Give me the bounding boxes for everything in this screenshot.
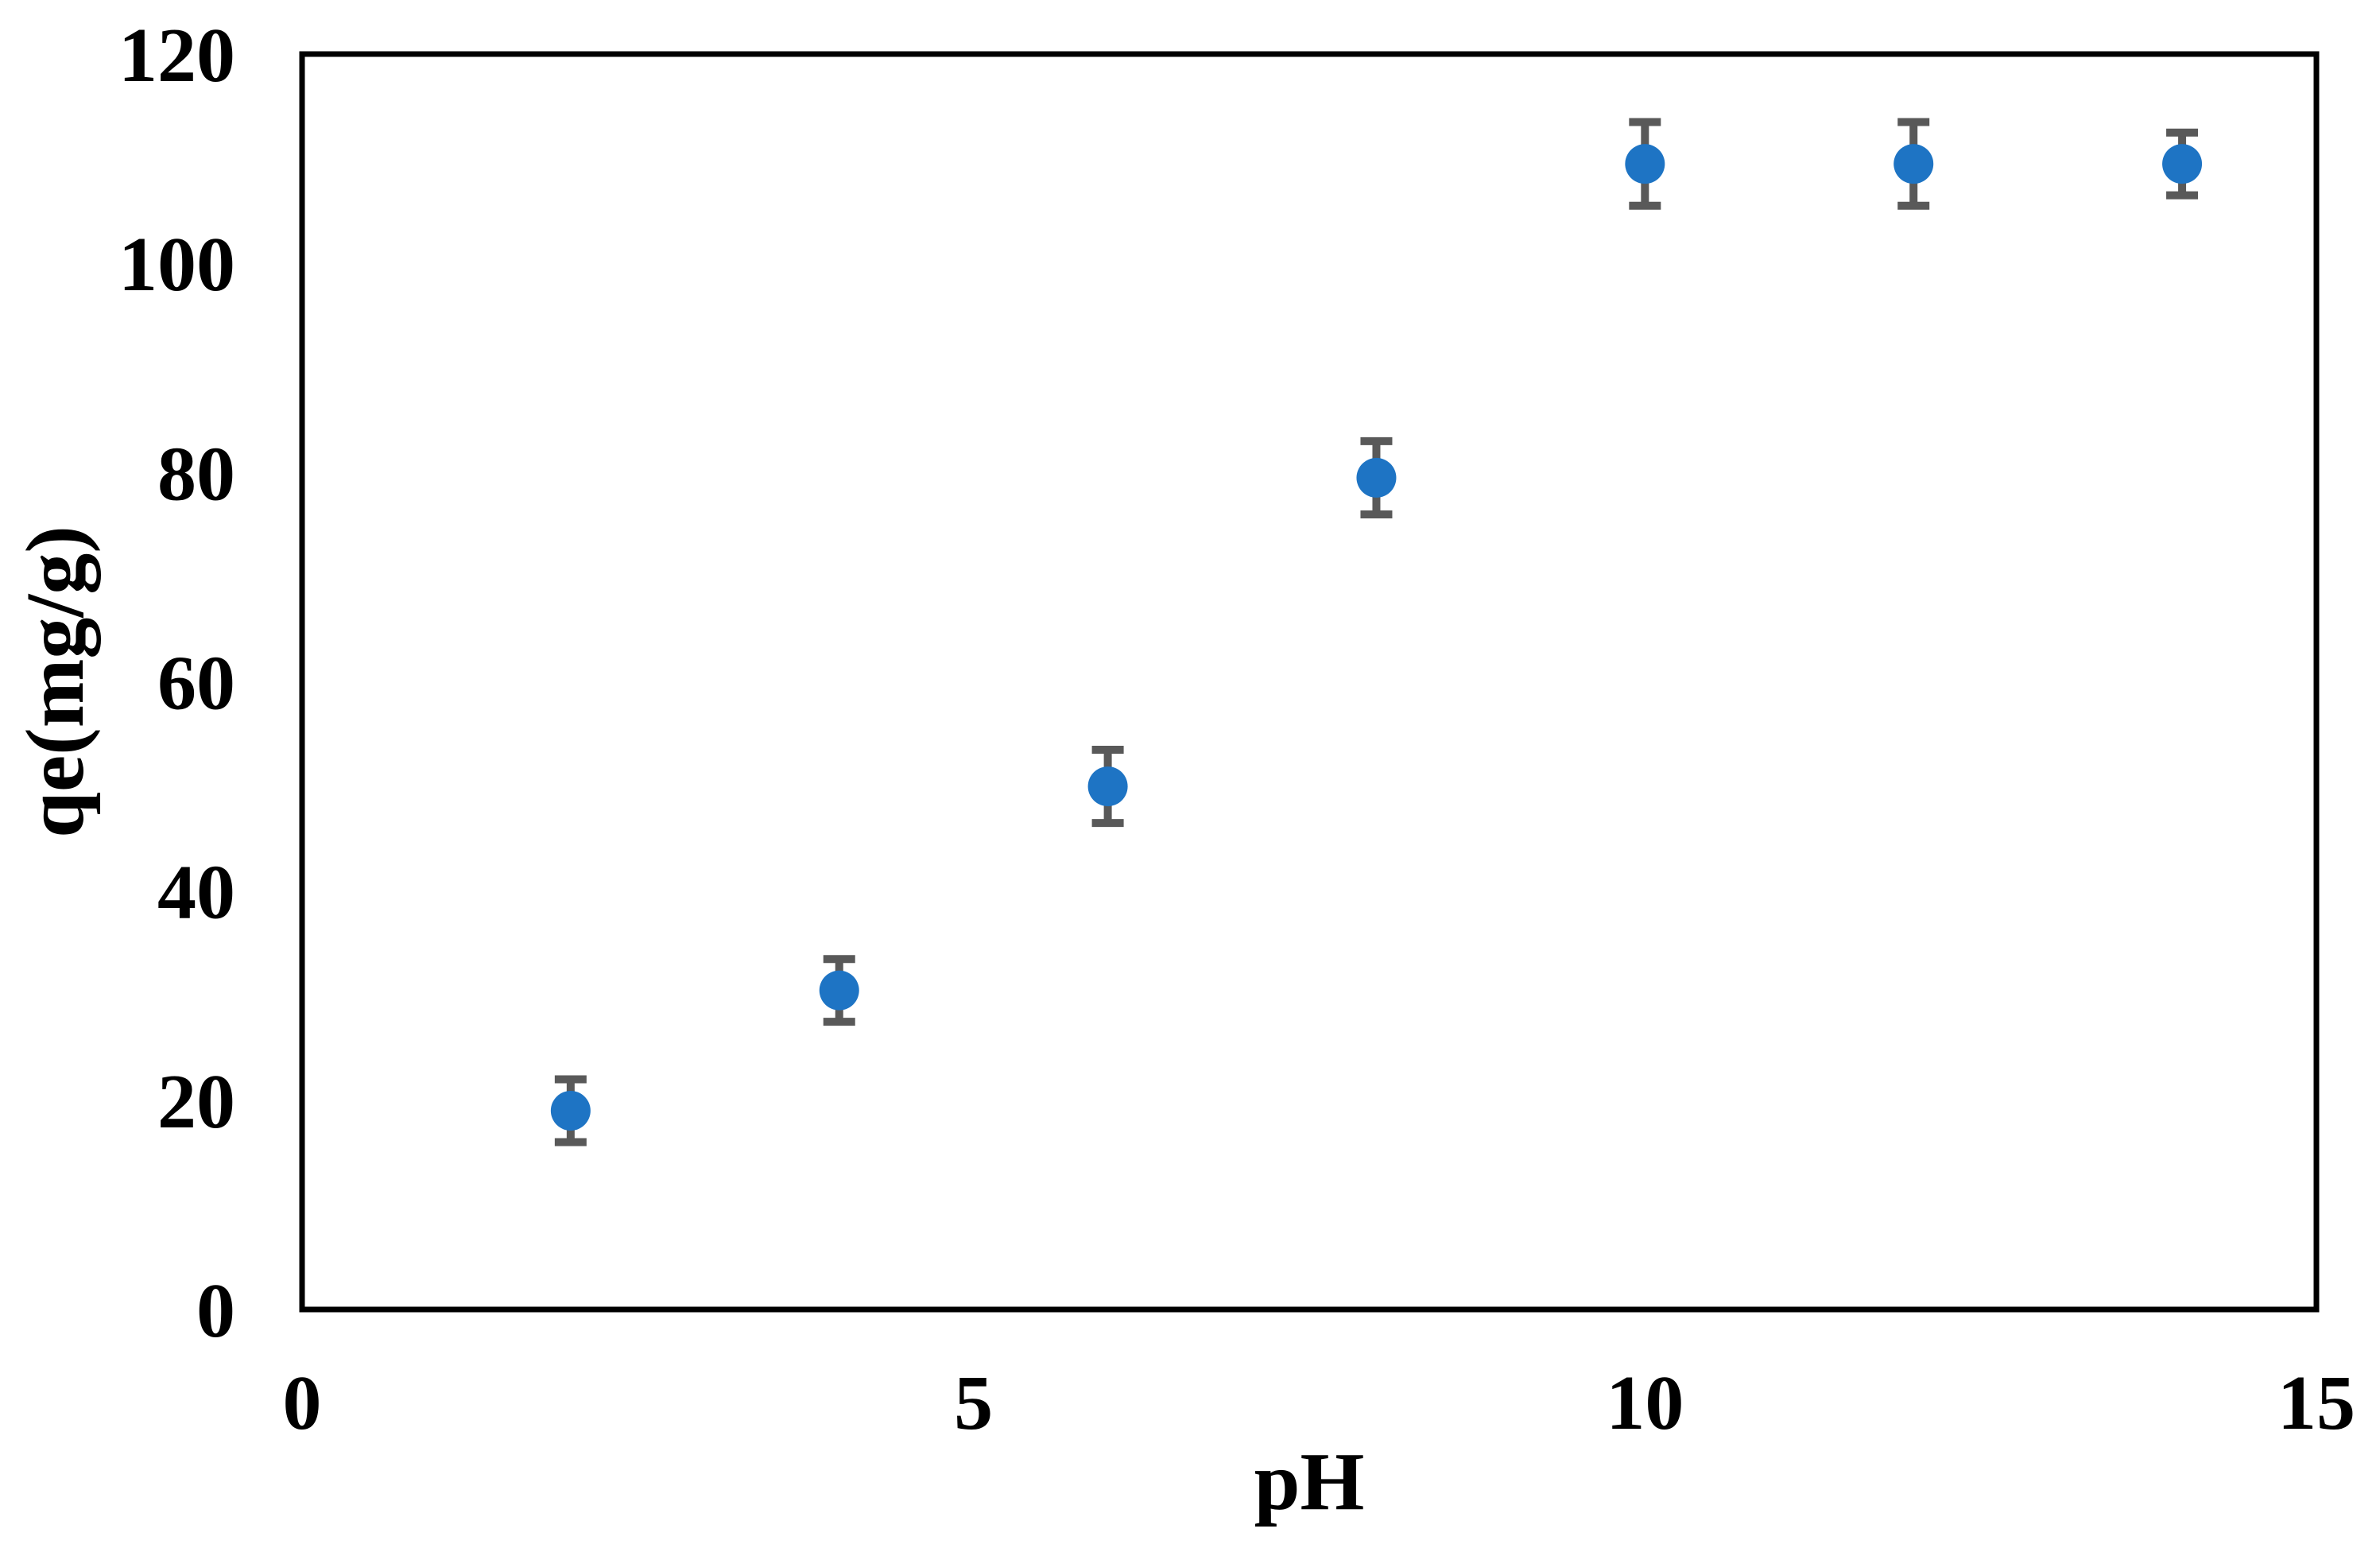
x-tick-label: 0 (283, 1360, 322, 1446)
x-tick-label: 15 (2277, 1360, 2355, 1446)
data-point (2162, 144, 2203, 184)
data-point (1087, 766, 1128, 807)
plot-border (299, 51, 2320, 1313)
y-axis-title: qe(mg/g) (10, 526, 101, 838)
y-tick-label: 60 (157, 641, 235, 727)
y-tick-label: 0 (196, 1268, 235, 1354)
x-axis-title: pH (1254, 1436, 1365, 1527)
y-tick-labels: 0 20 40 60 80 100 120 (118, 13, 235, 1354)
y-tick-label: 20 (157, 1059, 235, 1145)
x-tick-label: 5 (954, 1360, 993, 1446)
data-point (819, 970, 859, 1011)
x-tick-labels: 0 5 10 15 (283, 1360, 2356, 1446)
y-tick-label: 120 (118, 13, 235, 99)
data-point (550, 1090, 591, 1131)
x-tick-label: 10 (1606, 1360, 1684, 1446)
data-point (1356, 457, 1397, 498)
y-tick-label: 40 (157, 850, 235, 936)
data-point (1894, 144, 1934, 184)
data-series (550, 118, 2203, 1146)
y-tick-label: 80 (157, 431, 235, 517)
data-point (1625, 144, 1665, 184)
y-tick-label: 100 (118, 222, 235, 308)
